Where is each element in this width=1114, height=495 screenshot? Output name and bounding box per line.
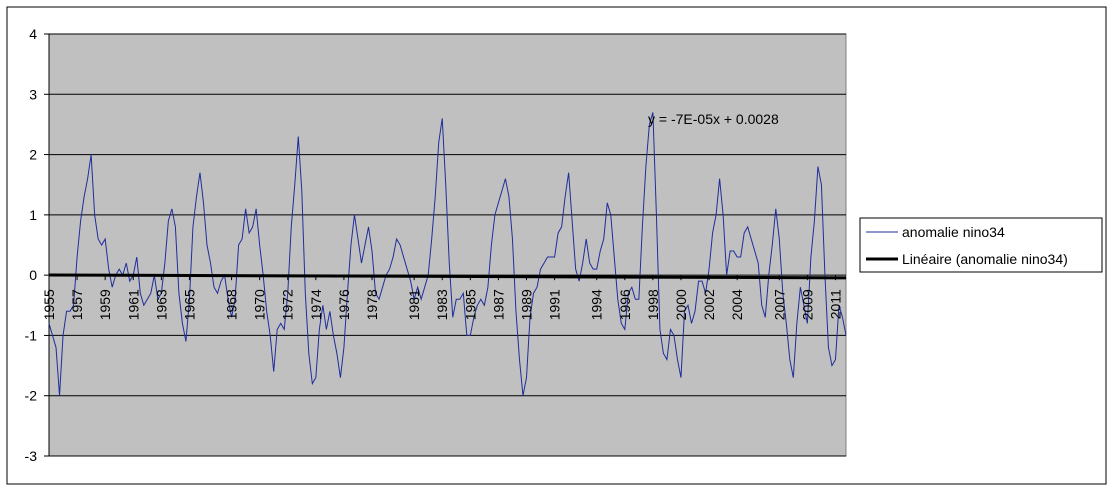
- x-tick-label: 2009: [799, 289, 815, 320]
- x-tick-label: 1955: [41, 289, 57, 320]
- x-tick-label: 1991: [547, 289, 563, 320]
- plot-area: -3 -2 -1 0 1 2 3 4 1955 1957 1959 1961 1963 1965 1968 1…: [25, 26, 847, 464]
- series-line: [48, 112, 847, 396]
- legend-box: [859, 217, 1103, 273]
- y-tick-label: 1: [29, 207, 37, 223]
- x-tick-label: 1974: [308, 289, 324, 320]
- legend: anomalie nino34 Linéaire (anomalie nino34…: [859, 217, 1103, 273]
- x-tick-label: 2007: [771, 289, 787, 320]
- legend-label: Linéaire (anomalie nino34): [902, 251, 1068, 267]
- y-tick-label: 2: [29, 147, 37, 163]
- x-tick-label: 1985: [462, 289, 478, 320]
- x-tick-label: 1963: [153, 289, 169, 320]
- x-tick-label: 2011: [827, 289, 843, 319]
- y-tick-label: 3: [29, 86, 37, 102]
- x-tick-label: 1996: [617, 289, 633, 320]
- y-tick-label: -3: [25, 448, 38, 464]
- x-tick-label: 1959: [97, 289, 113, 320]
- x-tick-label: 1972: [280, 289, 296, 320]
- y-tick-label: -2: [25, 388, 38, 404]
- x-tick-label: 1965: [181, 289, 197, 320]
- y-tick-label: 0: [29, 267, 37, 283]
- x-tick-label: 1994: [589, 289, 605, 320]
- x-tick-label: 1970: [252, 289, 268, 320]
- plot-background: [48, 33, 847, 457]
- legend-label: anomalie nino34: [902, 224, 1005, 240]
- x-tick-label: 1976: [336, 289, 352, 320]
- y-tick-label: -1: [25, 327, 38, 343]
- x-tick-label: 2004: [729, 289, 745, 320]
- series-line: [48, 273, 847, 280]
- x-tick-label: 1983: [434, 289, 450, 320]
- x-tick-label: 1989: [518, 289, 534, 320]
- x-tick-label: 1981: [406, 289, 422, 320]
- x-tick-label: 2002: [701, 289, 717, 320]
- x-tick-label: 2000: [673, 289, 689, 320]
- x-tick-label: 1987: [490, 289, 506, 320]
- trend-equation: y = -7E-05x + 0.0028: [648, 111, 779, 127]
- x-tick-label: 1968: [224, 289, 240, 320]
- x-tick-label: 1957: [69, 289, 85, 320]
- x-tick-label: 1978: [364, 289, 380, 320]
- x-tick-label: 1961: [125, 289, 141, 320]
- x-tick-label: 1998: [645, 289, 661, 320]
- y-tick-label: 4: [29, 26, 37, 42]
